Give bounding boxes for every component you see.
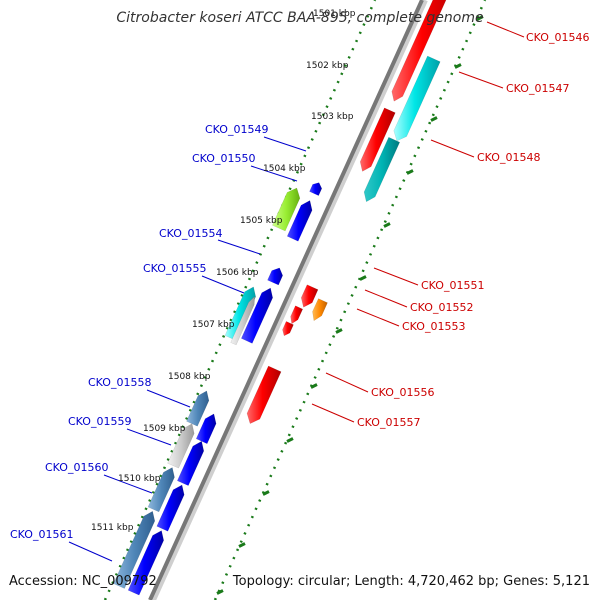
label-leader-line [430, 139, 475, 158]
gene-label-reverse[interactable]: CKO_01557 [357, 416, 420, 429]
gene-label-reverse[interactable]: CKO_01552 [410, 301, 473, 314]
major-tick [310, 383, 318, 389]
label-leader-line [364, 289, 408, 308]
label-leader-line [356, 308, 400, 327]
label-leader-line [217, 239, 261, 255]
major-tick [383, 222, 391, 228]
gene-cko-01547[interactable] [393, 55, 441, 142]
major-tick [430, 116, 438, 122]
backbone [148, 0, 424, 600]
major-tick [238, 542, 246, 548]
gene-cko-01546[interactable] [391, 0, 459, 102]
label-leader-line [458, 71, 504, 89]
gene-label-forward[interactable]: CKO_01559 [68, 415, 131, 428]
scale-tick-label: 1509 kbp [143, 424, 186, 434]
gene-cko-01551[interactable] [300, 284, 319, 308]
scale-tick-label: 1505 kbp [240, 216, 283, 226]
scale-tick-label: 1511 kbp [91, 523, 134, 533]
gene-label-reverse[interactable]: CKO_01551 [421, 279, 484, 292]
gene-cko-01561[interactable] [127, 530, 164, 596]
gene-label-forward[interactable]: CKO_01549 [205, 123, 268, 136]
gene-labels: CKO_01549 CKO_01550 CKO_01554 CKO_01555 CKO_… [10, 31, 589, 541]
label-leader-line [373, 267, 419, 286]
gene-label-reverse[interactable]: CKO_01546 [526, 31, 589, 44]
gene-label-forward[interactable]: CKO_01558 [88, 376, 151, 389]
major-tick [286, 437, 294, 443]
scale-tick-label: 1503 kbp [311, 112, 354, 122]
scale-tick-label: 1501 kbp [313, 9, 356, 19]
gene-label-reverse[interactable]: CKO_01553 [402, 320, 465, 333]
gene-cko-01554[interactable] [267, 267, 283, 286]
gene-cko-01551b[interactable] [312, 298, 328, 322]
gene-cko-01555c[interactable] [230, 295, 256, 346]
gene-label-forward[interactable]: CKO_01560 [45, 461, 108, 474]
label-leader-line [311, 403, 355, 423]
gene-label-reverse[interactable]: CKO_01548 [477, 151, 540, 164]
gene-cko-01556[interactable] [246, 365, 282, 424]
label-leader-line [103, 474, 153, 494]
major-tick [335, 328, 343, 334]
label-leaders [68, 21, 525, 562]
major-tick [359, 275, 367, 281]
accession-label: Accession: NC_009792 [9, 574, 157, 589]
major-tick [476, 15, 484, 21]
label-leader-line [250, 165, 298, 182]
scale-tick-label: 1502 kbp [306, 61, 349, 71]
gene-cko-01560[interactable] [156, 484, 185, 532]
label-leader-line [146, 389, 191, 408]
label-leader-line [263, 136, 307, 152]
gene-cko-01550[interactable] [286, 200, 313, 242]
genome-summary: Topology: circular; Length: 4,720,462 bp… [232, 574, 590, 589]
gene-cko-01553[interactable] [282, 321, 294, 337]
label-leader-line [486, 21, 525, 38]
gene-label-forward[interactable]: CKO_01550 [192, 152, 255, 165]
tick-guide-inner [103, 0, 377, 600]
scale-tick-label: 1504 kbp [263, 164, 306, 174]
gene-cko-01552[interactable] [290, 305, 304, 325]
gene-cko-01559[interactable] [176, 440, 205, 486]
major-tick-marks [216, 15, 484, 595]
label-leader-line [126, 428, 172, 446]
gene-label-reverse[interactable]: CKO_01547 [506, 82, 569, 95]
scale-labels: 1501 kbp 1502 kbp 1503 kbp 1504 kbp 1505 kbp… [91, 9, 356, 533]
gene-cko-01548[interactable] [359, 107, 396, 172]
gene-cko-01558b[interactable] [186, 390, 210, 427]
gene-cko-01559b[interactable] [167, 423, 195, 469]
gene-cko-01560b[interactable] [147, 467, 175, 513]
backbone-shadow [150, 0, 428, 600]
gene-cko-01548b[interactable] [363, 136, 401, 203]
major-tick [406, 169, 414, 175]
gene-cko-01558[interactable] [195, 413, 217, 445]
gene-features [113, 0, 459, 596]
major-tick [262, 490, 270, 496]
major-tick [454, 63, 462, 69]
gene-cko-01549[interactable] [309, 182, 323, 196]
gene-cko-01561b[interactable] [113, 510, 156, 589]
tick-guide-outer [213, 0, 487, 600]
gene-cko-01550b[interactable] [272, 187, 301, 232]
major-tick [216, 589, 224, 595]
scale-tick-label: 1510 kbp [118, 474, 161, 484]
scale-tick-label: 1508 kbp [168, 372, 211, 382]
scale-tick-label: 1506 kbp [216, 268, 259, 278]
gene-label-forward[interactable]: CKO_01561 [10, 528, 73, 541]
label-leader-line [68, 541, 113, 562]
map-title: Citrobacter koseri ATCC BAA-895, complet… [116, 10, 484, 26]
gene-label-forward[interactable]: CKO_01554 [159, 227, 222, 240]
scale-tick-label: 1507 kbp [192, 320, 235, 330]
gene-label-reverse[interactable]: CKO_01556 [371, 386, 434, 399]
label-leader-line [201, 275, 245, 294]
label-leader-line [325, 372, 369, 393]
gene-cko-01555[interactable] [240, 287, 273, 344]
gene-label-forward[interactable]: CKO_01555 [143, 262, 206, 275]
